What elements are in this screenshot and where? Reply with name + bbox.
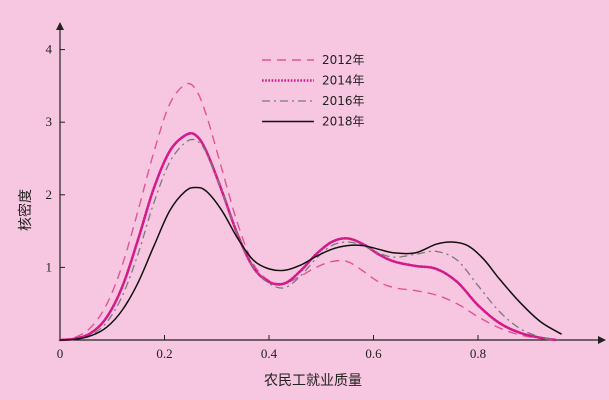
y-tick-label: 1 (46, 259, 53, 274)
x-tick-label: 0.6 (365, 346, 382, 361)
x-tick-label: 0 (57, 346, 64, 361)
x-axis-title: 农民工就业质量 (264, 373, 362, 389)
axes: 0 0.2 0.4 0.6 0.8 1 2 3 4 (46, 22, 606, 361)
x-tick-label: 0.8 (470, 346, 486, 361)
x-tick-label: 0.2 (156, 346, 172, 361)
legend-label: 2018年 (322, 115, 365, 129)
density-curve-2014 (58, 131, 558, 342)
legend-label: 2012年 (322, 53, 365, 67)
y-tick-label: 3 (46, 114, 53, 129)
y-tick-label: 4 (46, 42, 53, 57)
y-axis-title: 核密度 (17, 189, 34, 231)
y-tick-label: 2 (46, 187, 53, 202)
density-curves (58, 82, 562, 342)
density-curve-2012 (59, 82, 557, 341)
legend: 2012年 2014年 2016年 2018年 (262, 53, 365, 129)
y-axis-arrow-icon (56, 22, 64, 30)
x-tick-label: 0.4 (261, 346, 278, 361)
x-axis-arrow-icon (598, 336, 606, 344)
density-curve-2016 (59, 138, 557, 341)
density-curve-2018 (59, 186, 562, 341)
legend-label: 2014年 (322, 74, 365, 88)
legend-label: 2016年 (322, 94, 365, 108)
